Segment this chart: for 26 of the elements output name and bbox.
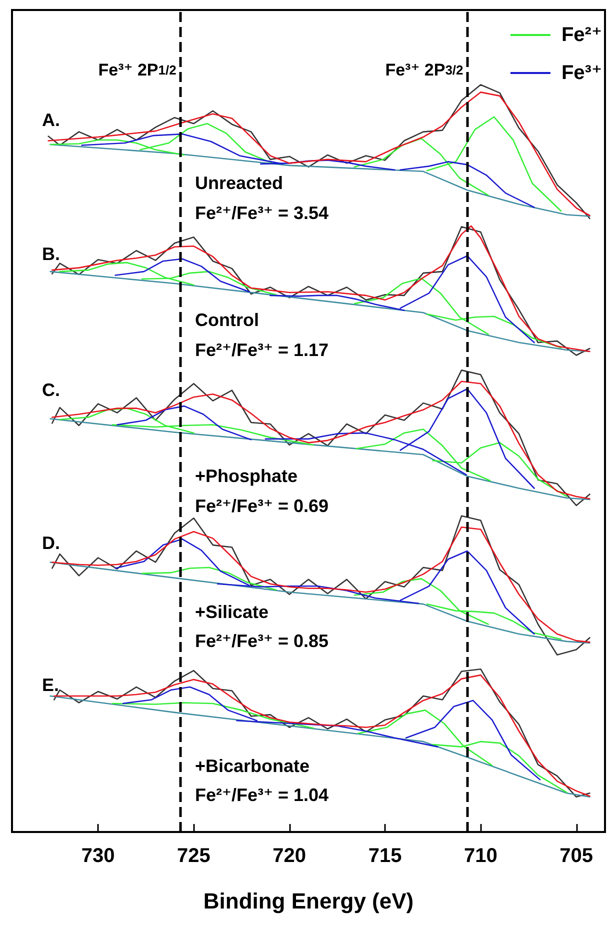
annotation: +Phosphate	[195, 466, 298, 486]
x-tick-label: 720	[272, 845, 306, 867]
annotation: B.	[42, 244, 60, 264]
annotation: C.	[42, 380, 60, 400]
x-tick-label: 710	[464, 845, 498, 867]
ref-line-label: Fe³⁺ 2P3/2	[385, 60, 464, 80]
annotation: Fe²⁺/Fe³⁺ = 1.04	[195, 785, 329, 805]
annotation: Fe²⁺/Fe³⁺ = 0.85	[195, 631, 329, 651]
annotation: Fe²⁺/Fe³⁺ = 0.69	[195, 496, 329, 516]
annotation: Fe²⁺/Fe³⁺ = 3.54	[195, 203, 329, 223]
annotation: E.	[42, 675, 60, 695]
x-axis-title: Binding Energy (eV)	[203, 888, 414, 914]
ref-line-label: Fe³⁺ 2P1/2	[98, 60, 176, 80]
annotation: +Bicarbonate	[195, 756, 310, 776]
x-tick-label: 730	[81, 845, 115, 867]
annotation: +Silicate	[195, 602, 269, 622]
legend-label: Fe³⁺	[561, 62, 602, 84]
annotation: Unreacted	[195, 173, 284, 193]
annotation: Fe²⁺/Fe³⁺ = 1.17	[195, 340, 329, 360]
legend-label: Fe²⁺	[561, 24, 602, 46]
annotation: Control	[195, 310, 259, 330]
x-tick-label: 705	[560, 845, 593, 867]
x-tick-label: 725	[177, 845, 210, 867]
annotation: A.	[42, 110, 60, 130]
annotation: D.	[42, 533, 60, 553]
x-tick-label: 715	[368, 845, 402, 867]
